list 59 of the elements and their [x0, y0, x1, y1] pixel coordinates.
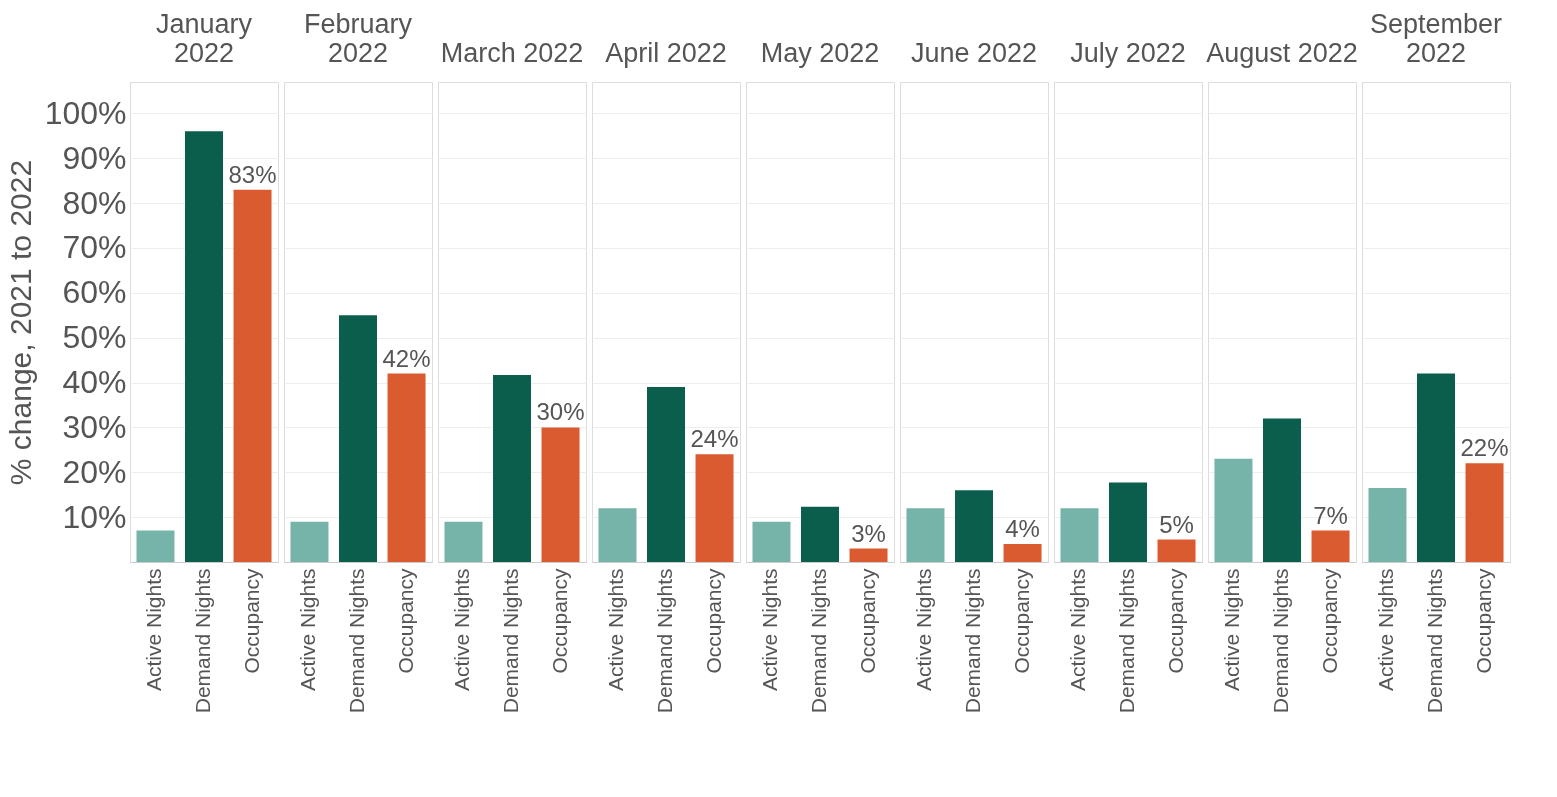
chart-title: March 2022	[440, 38, 584, 68]
data-label: 83%	[228, 160, 277, 188]
x-tick-label: Demand Nights	[499, 568, 522, 714]
x-tick-label: Occupancy	[701, 568, 725, 674]
chart-title: July 2022	[1070, 38, 1186, 68]
x-tick-label: Occupancy	[1471, 568, 1495, 674]
x-tick-label: Demand Nights	[653, 568, 676, 714]
bar	[136, 530, 175, 562]
x-tick-label: Active Nights	[912, 568, 936, 692]
chart-title: June 2022	[910, 38, 1038, 68]
x-tick-label: Demand Nights	[1423, 568, 1446, 714]
y-tick-label: 20%	[62, 453, 127, 490]
x-tick-label: Active Nights	[1374, 568, 1398, 692]
x-tick-label: Active Nights	[142, 568, 166, 692]
y-tick-label: 30%	[62, 408, 127, 445]
x-tick-label: Demand Nights	[191, 568, 214, 714]
x-tick-label: Demand Nights	[961, 568, 984, 714]
x-tick-label: Active Nights	[1220, 568, 1244, 692]
bar	[233, 189, 272, 562]
data-label: 4%	[1005, 515, 1040, 543]
x-tick-label: Active Nights	[450, 568, 474, 692]
chart-title: September 2022	[1369, 9, 1503, 68]
data-label: 5%	[1159, 510, 1194, 538]
y-tick-label: 100%	[44, 94, 127, 131]
chart-title: August 2022	[1206, 38, 1358, 68]
data-label: 22%	[1460, 434, 1509, 462]
y-tick-label: 50%	[62, 319, 127, 356]
x-tick-label: Occupancy	[239, 568, 263, 674]
x-tick-label: Occupancy	[1317, 568, 1341, 674]
x-tick-label: Occupancy	[1009, 568, 1033, 674]
chart-title: April 2022	[605, 38, 727, 68]
x-tick-label: Occupancy	[855, 568, 879, 674]
y-tick-label: 80%	[62, 184, 127, 221]
y-axis-title: % change, 2021 to 2022	[3, 159, 37, 486]
x-tick-label: Occupancy	[1163, 568, 1187, 674]
x-tick-label: Demand Nights	[1269, 568, 1292, 714]
chart-title: January 2022	[155, 9, 253, 68]
x-tick-label: Demand Nights	[807, 568, 830, 714]
bar	[185, 131, 223, 562]
data-label: 42%	[382, 344, 431, 372]
data-label: 3%	[851, 519, 886, 547]
x-tick-label: Active Nights	[296, 568, 320, 692]
chart-title: February 2022	[303, 9, 413, 68]
x-tick-label: Demand Nights	[1115, 568, 1138, 714]
x-tick-label: Occupancy	[547, 568, 571, 674]
chart-title: May 2022	[760, 38, 880, 68]
x-tick-label: Active Nights	[1066, 568, 1090, 692]
data-label: 30%	[536, 398, 585, 426]
y-tick-label: 90%	[62, 139, 127, 176]
x-tick-label: Demand Nights	[345, 568, 368, 714]
y-tick-label: 70%	[62, 229, 127, 266]
x-tick-label: Active Nights	[604, 568, 628, 692]
data-label: 24%	[690, 425, 739, 453]
y-tick-label: 60%	[62, 274, 127, 311]
x-tick-label: Occupancy	[393, 568, 417, 674]
x-tick-label: Active Nights	[758, 568, 782, 692]
data-label: 7%	[1313, 501, 1348, 529]
y-tick-label: 40%	[62, 364, 127, 401]
y-tick-label: 10%	[62, 498, 127, 535]
